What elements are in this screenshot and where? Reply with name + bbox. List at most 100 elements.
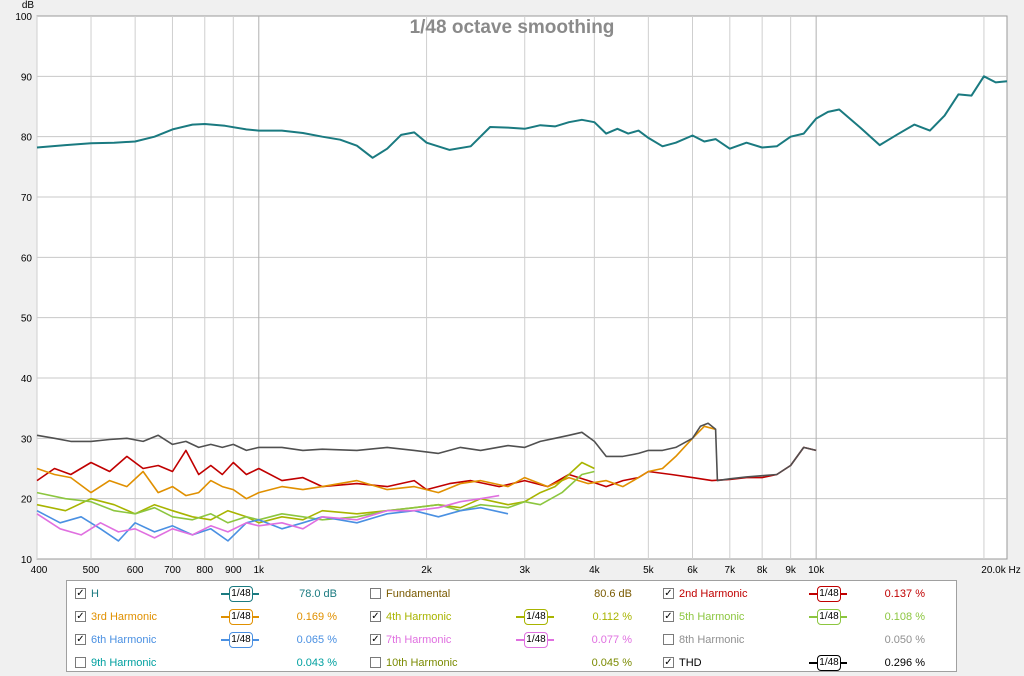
legend-item-7th-harmonic: ✓ 7th Harmonic 1/48 0.077 % [370, 630, 660, 650]
smoothing-label: 1/48 [817, 609, 841, 625]
legend-checkbox-fundamental[interactable] [370, 588, 381, 599]
x-tick-label: 500 [83, 565, 100, 576]
x-tick-label: 10k [808, 565, 825, 576]
legend-checkbox-8th-harmonic[interactable] [663, 634, 674, 645]
chart-plot: 10 20 30 40 50 60 70 80 90 100 400 500 600 700 800 900… [15, 0, 1021, 576]
x-tick-label: 4k [589, 565, 601, 576]
smoothing-label: 1/48 [229, 632, 253, 648]
legend-value: 0.112 % [592, 611, 632, 623]
y-tick-label: 80 [21, 133, 33, 144]
smoothing-button[interactable]: 1/48 [809, 653, 847, 673]
y-tick-label: 30 [21, 434, 33, 445]
x-tick-label: 6k [687, 565, 699, 576]
y-tick-label: 40 [21, 374, 33, 385]
legend-item-8th-harmonic: 8th Harmonic 0.050 % [663, 630, 953, 650]
legend-label: 9th Harmonic [91, 657, 157, 669]
legend-value: 0.077 % [591, 634, 632, 646]
smoothing-button[interactable]: 1/48 [516, 630, 554, 650]
plot-area[interactable] [36, 15, 1008, 560]
y-tick-label: 90 [21, 72, 33, 83]
x-tick-label: 9k [785, 565, 797, 576]
legend-checkbox-5th-harmonic[interactable]: ✓ [663, 611, 674, 622]
legend-value: 0.108 % [884, 611, 925, 623]
legend-checkbox-3rd-harmonic[interactable]: ✓ [75, 611, 86, 622]
x-tick-label: 8k [757, 565, 769, 576]
smoothing-button[interactable]: 1/48 [809, 607, 847, 627]
legend-item-thd: ✓ THD 1/48 0.296 % [663, 653, 953, 673]
legend-item-fundamental: Fundamental 80.6 dB [370, 584, 660, 604]
series-line-7th-harmonic[interactable] [36, 494, 500, 539]
legend-label: 8th Harmonic [679, 634, 745, 646]
legend-label: 3rd Harmonic [91, 611, 158, 623]
legend-label: Fundamental [386, 588, 451, 600]
legend-checkbox-10th-harmonic[interactable] [370, 657, 381, 668]
legend-value: 78.0 dB [299, 588, 337, 600]
x-tick-label: 800 [196, 565, 213, 576]
y-tick-label: 60 [21, 253, 33, 264]
x-tick-label: 900 [225, 565, 242, 576]
legend-label: 10th Harmonic [386, 657, 458, 669]
series-line-h[interactable] [36, 75, 1008, 159]
legend-checkbox-4th-harmonic[interactable]: ✓ [370, 611, 381, 622]
legend-checkbox-6th-harmonic[interactable]: ✓ [75, 634, 86, 645]
legend-item-4th-harmonic: ✓ 4th Harmonic 1/48 0.112 % [370, 607, 660, 627]
legend-panel: ✓ H 1/48 78.0 dB Fundamental 80.6 dB ✓ 2nd Harm… [66, 580, 957, 672]
smoothing-label: 1/48 [524, 609, 548, 625]
series-line-2nd-harmonic[interactable] [36, 446, 817, 491]
series-line-4th-harmonic[interactable] [36, 461, 595, 524]
legend-label: THD [679, 657, 702, 669]
legend-label: 6th Harmonic [91, 634, 157, 646]
x-tick-label: 600 [127, 565, 144, 576]
grid [36, 16, 1007, 559]
x-tick-label: 400 [31, 565, 48, 576]
legend-checkbox-9th-harmonic[interactable] [75, 657, 86, 668]
x-axis-ticks: 400 500 600 700 800 900 1k 2k 3k 4k 5k 6k 7k 8k 9k 10k 2… [31, 565, 1021, 576]
legend-value: 0.296 % [884, 657, 925, 669]
legend-value: 80.6 dB [594, 588, 632, 600]
x-tick-label: 3k [519, 565, 531, 576]
legend-value: 0.050 % [884, 634, 925, 646]
legend-checkbox-2nd-harmonic[interactable]: ✓ [663, 588, 674, 599]
smoothing-button[interactable]: 1/48 [809, 584, 847, 604]
smoothing-label: 1/48 [817, 586, 841, 602]
legend-value: 0.137 % [884, 588, 925, 600]
legend-value: 0.043 % [296, 657, 337, 669]
smoothing-label: 1/48 [229, 609, 253, 625]
smoothing-label: 1/48 [524, 632, 548, 648]
legend-item-10th-harmonic: 10th Harmonic 0.045 % [370, 653, 660, 673]
series-line-3rd-harmonic[interactable] [36, 425, 716, 500]
x-tick-label: 700 [164, 565, 181, 576]
legend-item-3rd-harmonic: ✓ 3rd Harmonic 1/48 0.169 % [75, 607, 365, 627]
y-tick-label: 50 [21, 314, 33, 325]
y-axis-ticks: 10 20 30 40 50 60 70 80 90 100 [15, 12, 32, 566]
chart-title: 1/48 octave smoothing [410, 17, 615, 38]
legend-label: 4th Harmonic [386, 611, 452, 623]
legend-checkbox-7th-harmonic[interactable]: ✓ [370, 634, 381, 645]
legend-value: 0.045 % [591, 657, 632, 669]
y-tick-label: 10 [21, 555, 33, 566]
x-tick-label: 7k [725, 565, 737, 576]
series-group [36, 75, 1008, 542]
y-tick-label: 100 [15, 12, 32, 23]
legend-item-9th-harmonic: 9th Harmonic 0.043 % [75, 653, 365, 673]
legend-value: 0.065 % [296, 634, 337, 646]
x-tick-label: 2k [421, 565, 433, 576]
legend-item-5th-harmonic: ✓ 5th Harmonic 1/48 0.108 % [663, 607, 953, 627]
legend-value: 0.169 % [296, 611, 337, 623]
series-line-thd[interactable] [36, 422, 817, 482]
y-tick-label: 20 [21, 495, 33, 506]
smoothing-button[interactable]: 1/48 [221, 584, 259, 604]
y-tick-label: 70 [21, 193, 33, 204]
x-tick-label: 5k [643, 565, 655, 576]
legend-label: H [91, 588, 99, 600]
smoothing-button[interactable]: 1/48 [221, 607, 259, 627]
series-line-5th-harmonic[interactable] [36, 470, 595, 524]
x-tick-label: 20.0k Hz [981, 565, 1020, 576]
smoothing-label: 1/48 [817, 655, 841, 671]
legend-label: 5th Harmonic [679, 611, 745, 623]
legend-checkbox-h[interactable]: ✓ [75, 588, 86, 599]
legend-checkbox-thd[interactable]: ✓ [663, 657, 674, 668]
smoothing-button[interactable]: 1/48 [221, 630, 259, 650]
legend-label: 7th Harmonic [386, 634, 452, 646]
smoothing-button[interactable]: 1/48 [516, 607, 554, 627]
